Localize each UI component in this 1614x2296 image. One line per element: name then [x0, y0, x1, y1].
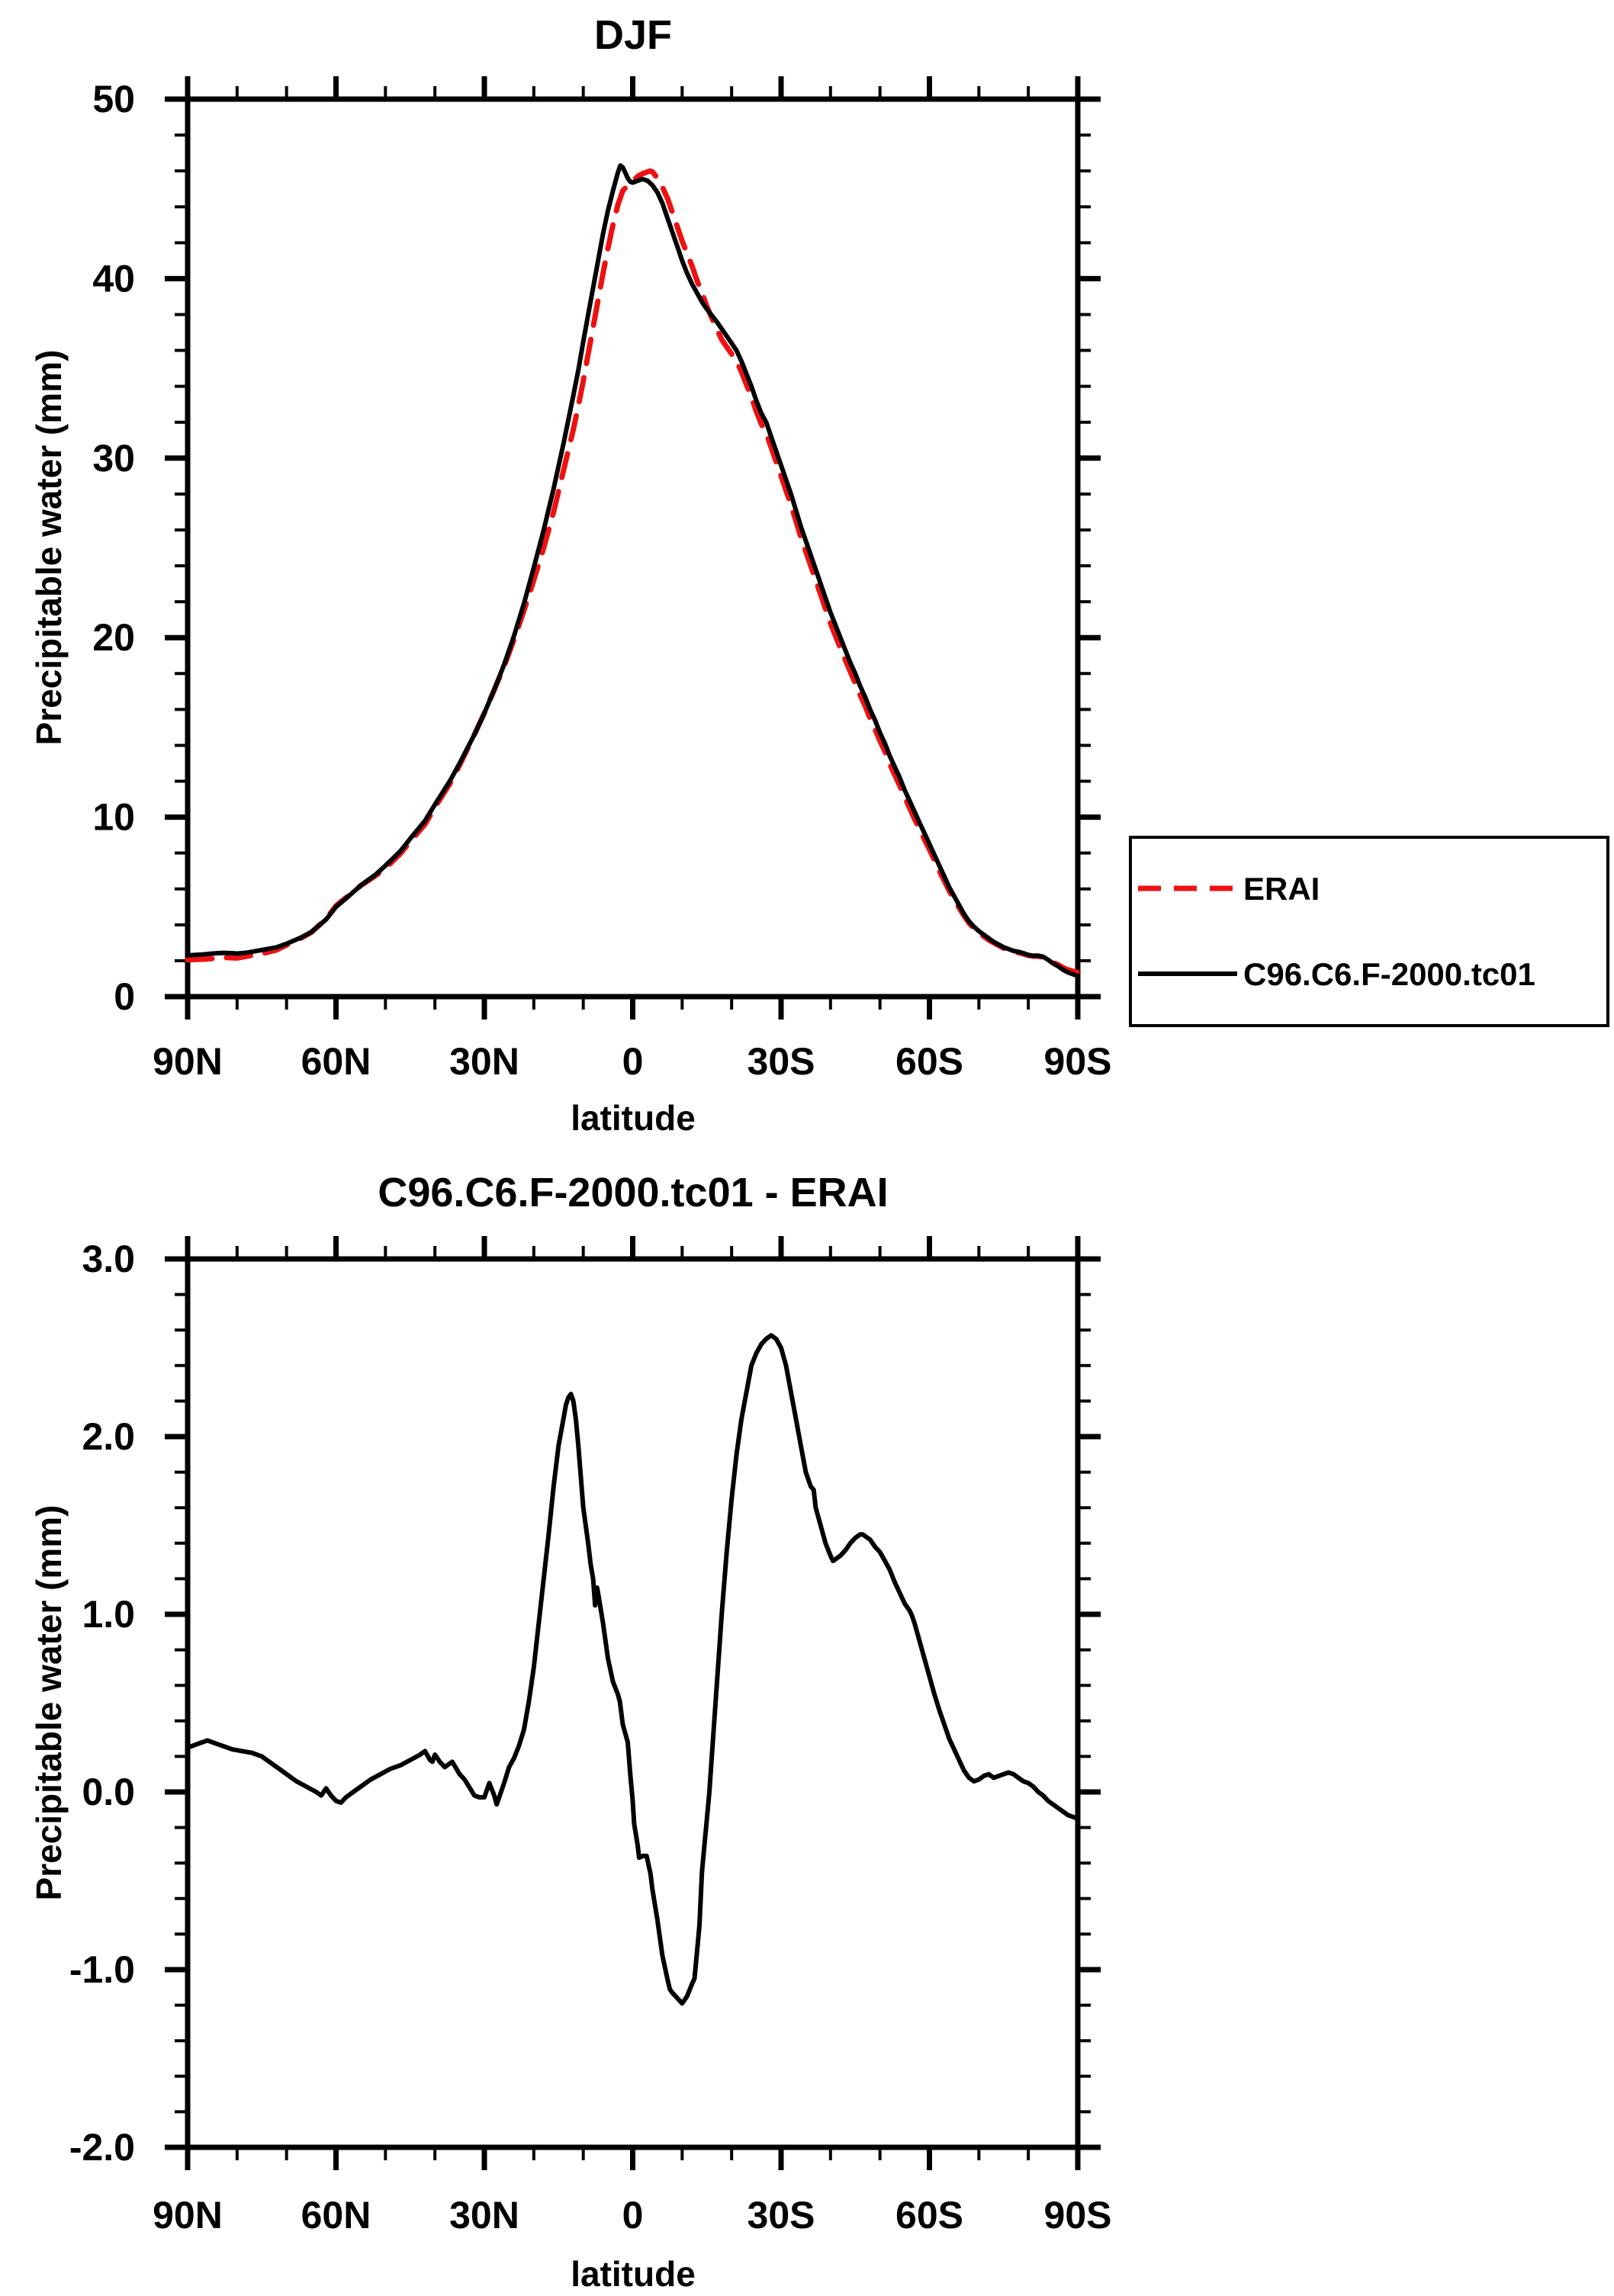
y-tick-label-30: 30 — [92, 437, 135, 480]
legend-box — [1129, 836, 1609, 1027]
y-tick-label--1.0: -1.0 — [69, 1948, 135, 1991]
x-tick-label-90S: 90S — [1044, 1040, 1112, 1083]
x-tick-label-30S: 30S — [748, 2194, 815, 2237]
legend-label-erai: ERAI — [1243, 871, 1320, 907]
y-tick-label-0.0: 0.0 — [82, 1771, 135, 1813]
series-c96-c6-f-2000-tc01-erai — [185, 1333, 1080, 2006]
top-chart-y-axis-label: Precipitable water (mm) — [29, 350, 69, 746]
y-tick-label-40: 40 — [92, 257, 135, 300]
series-c96-c6-f-2000-tc01 — [185, 163, 1080, 978]
x-tick-label-60N: 60N — [301, 1040, 371, 1083]
plot-box — [185, 96, 1081, 1000]
y-tick-label-50: 50 — [92, 78, 135, 120]
bottom-chart-x-axis-label: latitude — [571, 2254, 696, 2294]
bottom-chart-y-axis-label: Precipitable water (mm) — [29, 1505, 69, 1901]
x-tick-label-0: 0 — [622, 1040, 644, 1083]
x-tick-label-90S: 90S — [1044, 2194, 1112, 2237]
x-tick-label-90N: 90N — [153, 2194, 223, 2237]
y-tick-label-2.0: 2.0 — [82, 1415, 135, 1458]
legend-label-model: C96.C6.F-2000.tc01 — [1243, 956, 1535, 992]
legend: ERAI C96.C6.F-2000.tc01 — [1129, 836, 1609, 1027]
y-tick-label-0: 0 — [114, 975, 135, 1018]
x-tick-label-30N: 30N — [449, 2194, 519, 2237]
x-tick-label-60N: 60N — [301, 2194, 371, 2237]
top-chart-axes: 90N 60N 30N 0 30S 60S 90S 0 10 20 30 40 50 — [92, 76, 1111, 1083]
x-tick-label-90N: 90N — [153, 1040, 223, 1083]
y-tick-label-10: 10 — [92, 796, 135, 839]
x-tick-label-30N: 30N — [449, 1040, 519, 1083]
bottom-chart-series — [185, 1333, 1080, 2006]
bottom-chart-axes: 90N 60N 30N 0 30S 60S 90S -2.0 -1.0 0.0 1.0 2.0 3.0 — [69, 1236, 1112, 2237]
y-tick-label-20: 20 — [92, 616, 135, 659]
series-erai — [185, 168, 1081, 975]
x-tick-label-60S: 60S — [895, 1040, 963, 1083]
top-chart-x-axis-label: latitude — [571, 1098, 696, 1138]
plot-box — [185, 1256, 1081, 2150]
x-tick-label-60S: 60S — [895, 2194, 963, 2237]
bottom-chart-title: C96.C6.F-2000.tc01 - ERAI — [378, 1170, 888, 1215]
x-tick-label-0: 0 — [622, 2194, 644, 2237]
y-tick-label-3.0: 3.0 — [82, 1238, 135, 1280]
y-tick-label--2.0: -2.0 — [69, 2126, 135, 2169]
y-tick-label-1.0: 1.0 — [82, 1593, 135, 1636]
x-tick-label-30S: 30S — [748, 1040, 815, 1083]
top-chart-series — [185, 163, 1081, 978]
top-chart-title: DJF — [594, 12, 672, 58]
